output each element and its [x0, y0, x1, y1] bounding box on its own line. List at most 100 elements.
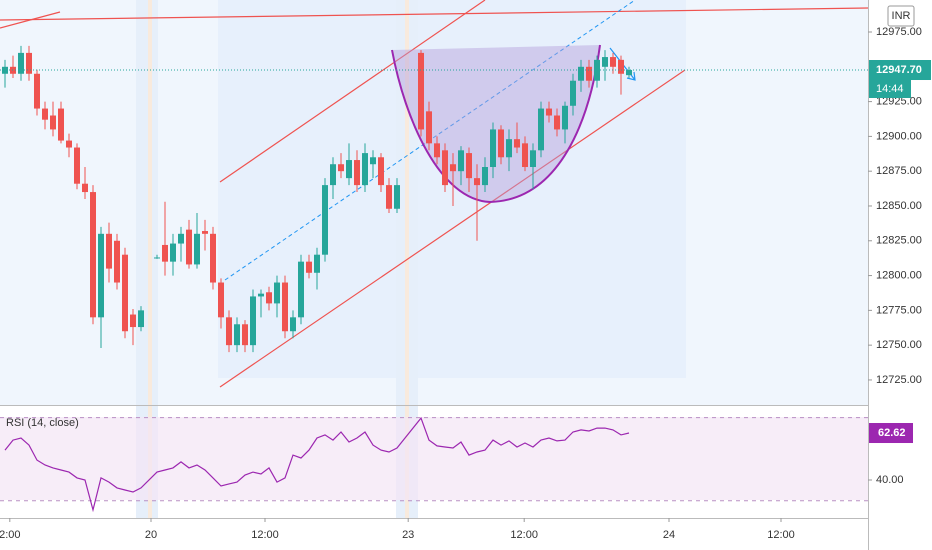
candle-body — [210, 233, 216, 283]
rsi-pane — [0, 416, 868, 513]
candle-body — [626, 70, 632, 76]
x-tick-label: 23 — [402, 529, 414, 541]
candle-body — [50, 115, 56, 130]
y-tick-label: 12800.00 — [876, 269, 922, 281]
candle-body — [554, 115, 560, 130]
candle-body — [178, 233, 184, 244]
candle-body — [90, 192, 96, 318]
candle-body — [578, 66, 584, 81]
candle-body — [234, 324, 240, 346]
candle-body — [482, 167, 488, 186]
candle-body — [2, 66, 8, 74]
candle-body — [530, 150, 536, 168]
y-tick-label: 40.00 — [876, 474, 904, 486]
candle-body — [338, 164, 344, 172]
channel-upper — [219, 0, 486, 183]
candle-body — [322, 185, 328, 255]
x-tick-label: 12:00 — [767, 529, 795, 541]
candle-body — [370, 157, 376, 165]
candle-body — [362, 153, 368, 186]
x-tick-label: 12:00 — [510, 529, 538, 541]
candle-body — [602, 57, 608, 67]
candle-body — [522, 143, 528, 168]
candle-body — [354, 160, 360, 186]
y-tick-label: 12975.00 — [876, 26, 922, 38]
rsi-line — [4, 416, 630, 513]
candle-body — [538, 108, 544, 151]
y-tick-label: 12900.00 — [876, 130, 922, 142]
candle-body — [266, 292, 272, 304]
candle-body — [290, 317, 296, 332]
y-tick-label: 12725.00 — [876, 374, 922, 386]
candle-body — [426, 111, 432, 144]
candle-body — [106, 233, 112, 269]
session-band — [148, 0, 152, 518]
candle-body — [82, 183, 88, 193]
candle-body — [42, 108, 48, 120]
candle-body — [546, 108, 552, 116]
candle-body — [154, 257, 160, 259]
candle-body — [418, 52, 424, 130]
candle-body — [274, 282, 280, 304]
candle-body — [570, 80, 576, 106]
candle-body — [138, 310, 144, 328]
candle-body — [506, 139, 512, 158]
x-tick-label: 2:00 — [0, 529, 21, 541]
candle-body — [330, 164, 336, 186]
session-band — [136, 0, 158, 518]
candle-body — [586, 66, 592, 81]
countdown: 14:44 — [876, 83, 904, 95]
candle-body — [98, 233, 104, 318]
candle-body — [434, 143, 440, 158]
candle-body — [74, 147, 80, 184]
candle-body — [298, 261, 304, 318]
x-tick-label: 24 — [663, 529, 675, 541]
candle-body — [346, 160, 352, 179]
y-tick-label: 12875.00 — [876, 165, 922, 177]
candle-body — [26, 52, 32, 74]
y-tick-label: 12850.00 — [876, 200, 922, 212]
candle-body — [610, 57, 616, 67]
candle-body — [34, 73, 40, 109]
candle-body — [394, 185, 400, 209]
candle-body — [242, 324, 248, 346]
candle-body — [170, 243, 176, 262]
candle-body — [474, 178, 480, 186]
candle-body — [122, 254, 128, 332]
candle-body — [66, 140, 72, 148]
channel-lower — [219, 69, 686, 388]
trend-line — [0, 7, 869, 21]
y-tick-label: 12750.00 — [876, 339, 922, 351]
candle-body — [378, 157, 384, 186]
candle-body — [194, 233, 200, 265]
candle-body — [618, 59, 624, 74]
candle-body — [162, 244, 168, 262]
candle-body — [490, 129, 496, 168]
rsi-title: RSI (14, close) — [6, 417, 79, 429]
rsi-badge-label: 62.62 — [878, 427, 906, 439]
candle-body — [450, 164, 456, 172]
price-badge-label: 12947.70 — [876, 64, 922, 76]
y-tick-label: 12925.00 — [876, 96, 922, 108]
candle-body — [58, 108, 64, 141]
candle-body — [218, 282, 224, 318]
currency: INR — [892, 10, 911, 22]
cup-curve — [391, 44, 601, 204]
candle-body — [498, 129, 504, 158]
candle-body — [314, 254, 320, 273]
y-tick-label: 12825.00 — [876, 235, 922, 247]
candle-body — [250, 296, 256, 346]
rsi-band — [0, 417, 868, 500]
candle-body — [562, 105, 568, 130]
candle-body — [130, 314, 136, 328]
candle-body — [458, 150, 464, 172]
y-tick-label: 12775.00 — [876, 304, 922, 316]
candle-body — [386, 185, 392, 209]
x-tick-label: 12:00 — [251, 529, 279, 541]
price-badge — [869, 60, 931, 81]
candle-body — [18, 52, 24, 74]
candle-body — [306, 261, 312, 273]
candle-body — [186, 229, 192, 265]
